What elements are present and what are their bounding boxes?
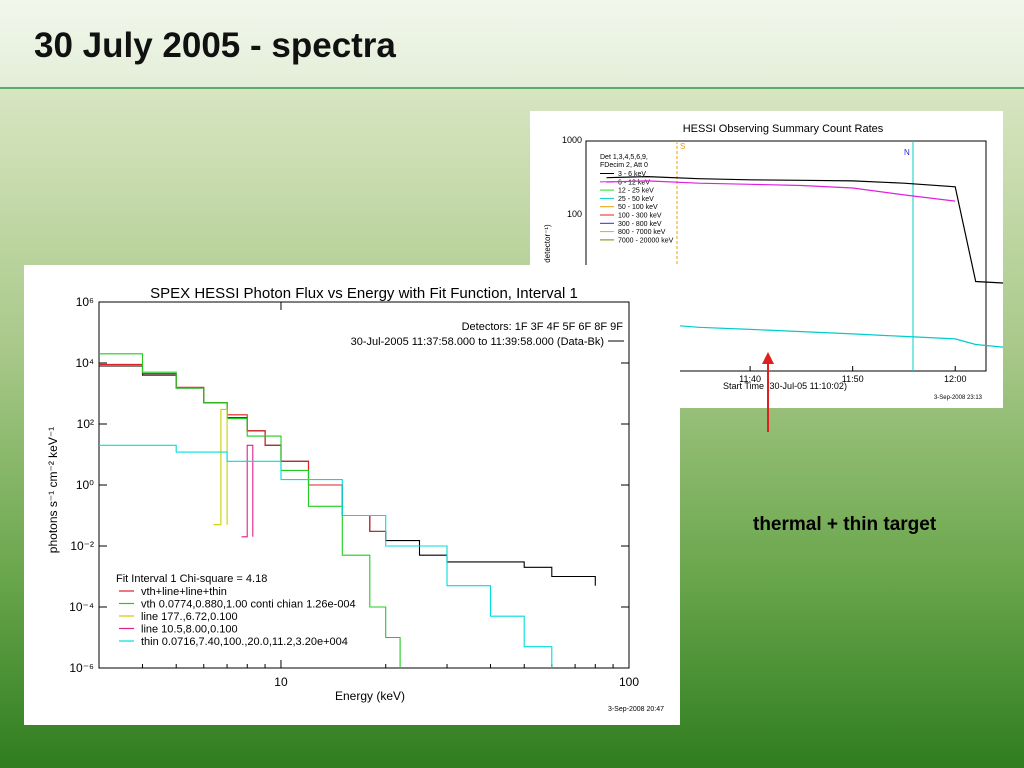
series-line: [606, 175, 1003, 284]
y-tick-label: 100: [567, 209, 582, 219]
x-tick-label: 11:50: [842, 374, 864, 384]
legend-entry: 3 - 6 keV: [618, 171, 646, 178]
series-line: [213, 408, 228, 526]
legend-header: Det 1,3,4,5,6,9,: [600, 154, 648, 161]
legend-entry: line 10.5,8.00,0.100: [141, 624, 238, 636]
legend-entry: thin 0.0716,7.40,100.,20.0,11.2,3.20e+00…: [141, 636, 348, 648]
legend-entry: 25 - 50 keV: [618, 196, 654, 203]
series-group: [606, 175, 1003, 348]
legend-entry: 7000 - 20000 keV: [618, 237, 674, 244]
legend-entry: 300 - 800 keV: [618, 221, 662, 228]
legend-entry: line 177.,6.72,0.100: [141, 611, 238, 623]
series-line: [241, 444, 254, 538]
title-divider: [0, 87, 1024, 89]
legend-entry: 12 - 25 keV: [618, 188, 654, 195]
series-line: [99, 444, 553, 668]
legend-entry: vth+line+line+thin: [141, 586, 227, 598]
chart-title: HESSI Observing Summary Count Rates: [683, 123, 884, 135]
legend-entry: 800 - 7000 keV: [618, 229, 666, 236]
x-tick-label: 11:40: [739, 374, 761, 384]
detectors-info: Detectors: 1F 3F 4F 5F 6F 8F 9F: [462, 321, 624, 333]
plot-frame: [585, 140, 987, 372]
fit-header: Fit Interval 1 Chi-square = 4.18: [116, 573, 267, 585]
y-tick-label: 10⁴: [75, 356, 94, 370]
date-stamp: 3-Sep-2008 23:13: [934, 395, 983, 401]
marker-s: S: [680, 142, 685, 151]
legend-entry: 6 - 12 keV: [618, 179, 650, 186]
y-tick-label: 10⁻⁶: [69, 661, 94, 675]
marker-n: N: [904, 148, 910, 157]
x-tick-label: 100: [619, 675, 639, 689]
series-line: [99, 365, 596, 586]
x-tick-label: 10: [274, 675, 288, 689]
y-tick-label: 10⁻²: [70, 539, 94, 553]
x-tick-label: 12:00: [944, 374, 967, 384]
spectrum-chart: SPEX HESSI Photon Flux vs Energy with Fi…: [46, 285, 664, 713]
x-ticks-group: 10 100: [141, 302, 639, 689]
y-tick-label: 1000: [562, 135, 582, 145]
x-axis-label: Energy (keV): [335, 689, 405, 703]
series-line: [606, 315, 1003, 348]
chart-title: SPEX HESSI Photon Flux vs Energy with Fi…: [150, 285, 578, 302]
date-stamp: 3-Sep-2008 20:47: [608, 706, 664, 713]
legend-entry: 100 - 300 keV: [618, 213, 662, 220]
slide-title: 30 July 2005 - spectra: [34, 26, 396, 65]
count-rates-chart: HESSI Observing Summary Count Rates 1000…: [543, 123, 1003, 401]
y-ticks-group: 10⁶ 10⁴ 10² 10⁰ 10⁻² 10⁻⁴ 10⁻⁶: [69, 295, 629, 675]
series-line: [606, 180, 956, 202]
y-tick-label: 10⁻⁴: [69, 600, 94, 614]
y-tick-label: 10⁰: [76, 478, 94, 492]
title-bar: [0, 0, 1024, 88]
y-tick-label: 10⁶: [76, 295, 94, 309]
y-axis-label: Rate (s⁻¹ detector⁻¹): [543, 224, 552, 298]
y-tick-label: 10²: [77, 417, 94, 431]
series-line: [99, 353, 401, 668]
legend-entry: 50 - 100 keV: [618, 204, 658, 211]
spectrum-panel: SPEX HESSI Photon Flux vs Energy with Fi…: [24, 265, 680, 725]
interval-info: 30-Jul-2005 11:37:58.000 to 11:39:58.000…: [351, 336, 604, 348]
y-axis-label: photons s⁻¹ cm⁻² keV⁻¹: [46, 427, 60, 553]
chart-legend: Det 1,3,4,5,6,9,FDecim 2, Att 0 3 - 6 keV…: [600, 154, 674, 244]
caption: thermal + thin target: [753, 514, 937, 535]
series-group: [99, 353, 596, 668]
legend-entry: vth 0.0774,0.880,1.00 conti chian 1.26e-…: [141, 599, 356, 611]
legend-header: FDecim 2, Att 0: [600, 162, 648, 169]
x-axis-label: Start Time (30-Jul-05 11:10:02): [723, 381, 847, 391]
